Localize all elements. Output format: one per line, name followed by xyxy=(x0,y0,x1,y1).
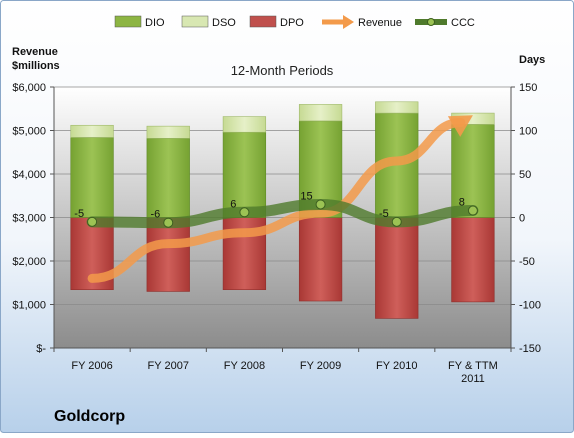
dpo-bar xyxy=(451,217,495,303)
y-right-tick-label: -150 xyxy=(519,343,541,355)
ccc-data-label: -5 xyxy=(74,208,84,220)
x-tick-label: FY 2008 xyxy=(224,360,265,372)
revenue-arrow-head xyxy=(447,115,473,137)
company-name: Goldcorp xyxy=(54,408,125,425)
y-left-label-line1: Revenue xyxy=(12,46,58,58)
legend: DIO DSO DPO Revenue CCC xyxy=(114,15,475,29)
dpo-bar xyxy=(146,217,190,292)
dso-bar xyxy=(222,116,267,133)
y-right-tick-label: 0 xyxy=(519,213,525,225)
x-tick-label: 2011 xyxy=(461,373,485,385)
x-axis: FY 2006 FY 2007 FY 2008 FY 2009 FY 2010 FY & … xyxy=(53,347,512,385)
dso-bar xyxy=(375,101,419,114)
ccc-data-label: -5 xyxy=(379,208,389,220)
y-right-tick-label: 150 xyxy=(519,82,537,94)
x-tick-label: FY 2010 xyxy=(376,360,417,372)
ccc-data-label: -6 xyxy=(150,209,160,221)
y-left-axis: $- $1,000 $2,000 $3,000 $4,000 $5,000 $6,000 xyxy=(12,82,55,355)
dpo-bar xyxy=(298,217,343,302)
legend-swatch-dso xyxy=(181,15,209,28)
ccc-point xyxy=(239,207,250,218)
dio-bar xyxy=(146,138,190,218)
ccc-point xyxy=(467,205,478,216)
y-left-tick-label: $6,000 xyxy=(12,82,46,94)
ccc-series: -5 -6 6 15 -5 8 xyxy=(74,190,479,229)
legend-label: DPO xyxy=(280,17,304,29)
dso-bar xyxy=(146,125,190,139)
ccc-data-label: 8 xyxy=(459,197,465,209)
ccc-point xyxy=(391,216,402,227)
y-left-tick-label: $3,000 xyxy=(12,213,46,225)
y-right-label: Days xyxy=(519,54,545,66)
legend-arrow-head xyxy=(343,15,354,29)
legend-swatch-dpo xyxy=(249,15,277,28)
y-left-label-line2: $millions xyxy=(12,60,60,72)
legend-label: CCC xyxy=(451,17,475,29)
y-right-tick-label: -50 xyxy=(519,256,535,268)
x-tick-label: FY 2007 xyxy=(148,360,189,372)
x-tick-label: FY 2009 xyxy=(300,360,341,372)
y-left-tick-label: $5,000 xyxy=(12,126,46,138)
y-right-tick-label: -100 xyxy=(519,300,541,312)
x-tick-label: FY & TTM xyxy=(448,360,498,372)
dpo-bar xyxy=(375,217,419,319)
legend-swatch-dio xyxy=(114,15,142,28)
dso-bar xyxy=(298,104,343,122)
dio-bar xyxy=(222,131,267,218)
ccc-point xyxy=(163,217,174,228)
ccc-data-label: 6 xyxy=(230,198,236,210)
y-left-tick-label: $1,000 xyxy=(12,300,46,312)
y-right-tick-label: 100 xyxy=(519,126,537,138)
legend-label: Revenue xyxy=(358,17,402,29)
ccc-data-label: 15 xyxy=(300,190,312,202)
y-right-axis: -150 -100 -50 0 50 100 150 xyxy=(510,82,541,355)
legend-label: DIO xyxy=(145,17,165,29)
y-left-tick-label: $4,000 xyxy=(12,169,46,181)
y-left-tick-label: $2,000 xyxy=(12,256,46,268)
y-left-tick-label: $- xyxy=(36,343,46,355)
dso-bar xyxy=(70,124,114,138)
chart-title: 12-Month Periods xyxy=(231,63,334,78)
legend-label: DSO xyxy=(212,17,236,29)
bar-series xyxy=(70,101,495,319)
revenue-arrow-shaft xyxy=(87,117,466,283)
x-tick-label: FY 2006 xyxy=(71,360,112,372)
ccc-point xyxy=(315,199,326,210)
revenue-series xyxy=(87,115,473,283)
ccc-point xyxy=(87,216,98,227)
dio-bar xyxy=(70,137,114,218)
dio-bar xyxy=(451,124,495,218)
y-right-tick-label: 50 xyxy=(519,169,531,181)
legend-marker-ccc xyxy=(427,18,435,26)
